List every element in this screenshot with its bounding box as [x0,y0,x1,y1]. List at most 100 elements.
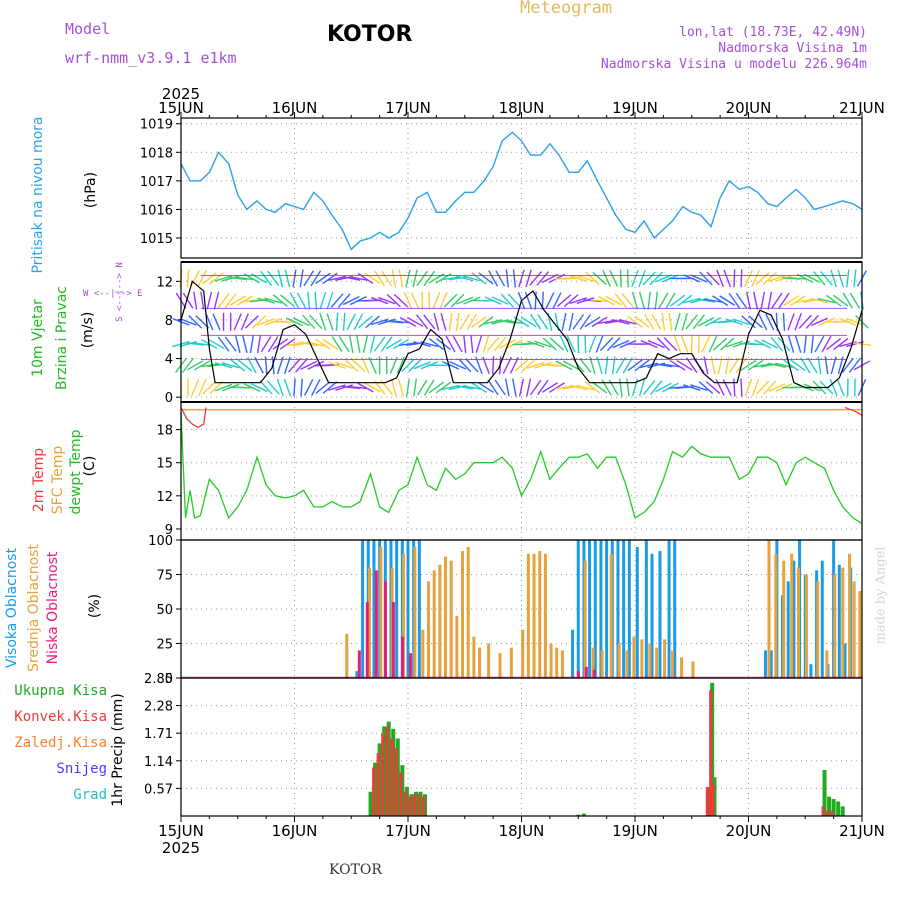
elevation-label: Nadmorska Visina 1m [718,41,867,56]
wind-barb [410,292,420,310]
wind-barb [654,291,659,310]
convective-precip-bar [390,738,394,816]
meteogram-label: Meteogram [520,0,613,18]
legend-total-rain: Ukupna Kisa [14,683,107,699]
wind-barb [783,359,799,372]
wind-barb [370,296,389,305]
wind-barb [233,313,242,331]
wind-barb [606,337,621,352]
wind-barb [279,294,295,307]
y-tick-label: 1018 [140,146,173,161]
mid-cloud-bar [640,639,644,678]
mid-cloud-bar [655,647,659,678]
wind-barb [442,361,460,370]
wind-barb [696,298,715,303]
wind-barb [423,314,436,330]
wind-barb [807,357,818,374]
wind-barb [798,314,812,329]
wind-barb [456,296,474,305]
wind-barb [853,269,857,288]
wind-barb [398,342,418,347]
wind-barb [299,341,318,347]
high-cloud-bar [644,540,648,678]
wind-barb [406,316,424,327]
wind-barb [690,335,693,354]
high-cloud-bar [593,540,597,678]
x-tick-label-top: 19JUN [612,99,658,117]
y-tick-label: 25 [156,638,173,653]
wind-barb [284,269,291,288]
wind-barb [547,363,566,367]
wind-barb [803,335,807,354]
wind-barb [478,272,494,285]
wind-barb [198,378,207,397]
year-label-bottom: 2025 [162,839,200,857]
wind-barb [201,272,217,285]
wind-barb [452,335,463,353]
mid-cloud-bar [625,650,629,678]
y-tick-label: 2.85 [144,672,173,687]
wind-barb [619,378,623,397]
wind-barb [796,298,815,303]
total-precip-bar [822,770,827,816]
wind-barb [256,335,262,354]
wind-barb [289,292,300,309]
wind-barb [319,313,327,331]
wind-barb [631,291,639,310]
high-cloud-bar [673,540,677,678]
wind-barb [829,378,838,397]
convective-precip-bar [385,726,389,816]
wind-barb [240,313,250,331]
wind-barb [735,292,748,309]
wind-barb [833,337,849,351]
wind-barb [545,292,555,310]
wind-barb [237,359,253,372]
wind-barb [295,358,309,373]
low-cloud-bar [576,671,580,678]
wind-barb [803,298,822,303]
model-elevation-label: Nadmorska Visina u modelu 226.964m [600,57,867,72]
wind-barb [381,270,393,287]
wind-barb [465,358,479,373]
wind-barb [224,336,237,352]
wind-barb [276,378,284,397]
wind-barb [563,294,579,308]
mid-cloud-bar [478,647,482,678]
wind-barb [300,378,303,397]
wind-barb [299,269,304,288]
wind-barb [622,357,634,374]
high-cloud-bar [837,564,841,678]
wind-barb [296,292,307,309]
wind-barb [698,381,714,394]
wind-barb [561,312,567,331]
wind-barb [676,359,693,371]
wind-barb [455,275,474,282]
wind-barb [441,276,460,281]
wind-barb [576,384,595,391]
wind-barb [732,318,751,326]
wind-barb [365,315,380,329]
wind-compass: W <--|--> E [83,289,143,299]
wind-barb [579,357,592,373]
wind-barb [830,269,837,288]
wind-barb [315,272,331,285]
y-tick-label: 4 [165,353,173,368]
wind-barb [787,335,795,353]
wind-barb [326,291,334,310]
mid-cloud-bar [498,653,502,678]
wind-barb [393,293,408,308]
wind-barb [353,313,364,331]
wind-barb [697,335,700,354]
low-cloud-bar [584,666,588,678]
wind-barb [756,380,770,395]
wind-barb [552,292,562,310]
wind-barb [416,379,428,396]
x-tick-label-bottom: 18JUN [499,822,545,840]
x-tick-label-bottom: 15JUN [158,822,204,840]
temp-2m-line [180,407,207,429]
wind-barb [572,357,585,373]
wind-barb [322,272,338,285]
wind-barb [548,382,565,393]
high-cloud-bar [650,553,654,678]
wind-barb [518,269,525,288]
